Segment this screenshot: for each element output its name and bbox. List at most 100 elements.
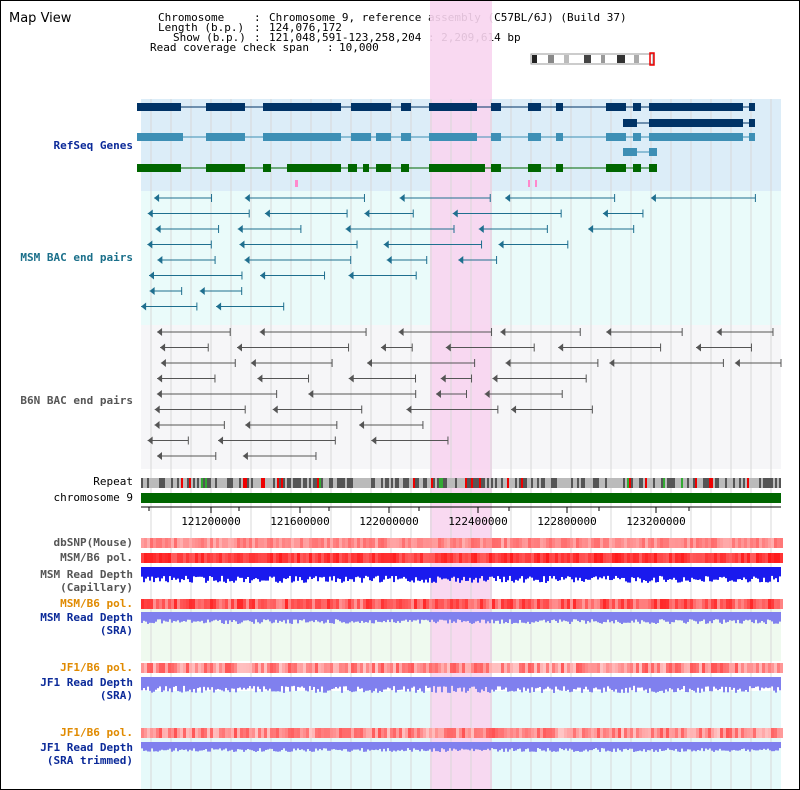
gene-exon[interactable] [376,133,391,141]
bac-end[interactable] [399,194,405,202]
bac-end[interactable] [245,421,251,429]
bac-end[interactable] [609,359,615,367]
gene-exon[interactable] [351,133,371,141]
bac-end[interactable] [511,405,517,414]
bac-end[interactable] [734,359,740,367]
bac-end[interactable] [154,405,160,414]
bac-end[interactable] [484,390,490,398]
bac-end[interactable] [398,328,404,336]
bac-end[interactable] [260,271,266,280]
gene-exon[interactable] [633,164,641,172]
gene-marker[interactable] [528,180,530,187]
gene-exon[interactable] [137,133,183,141]
gene-exon[interactable] [606,133,626,141]
bac-end[interactable] [147,436,153,445]
gene-marker[interactable] [295,180,298,187]
gene-exon[interactable] [491,164,501,172]
bac-end[interactable] [440,374,446,383]
gene-exon[interactable] [633,103,641,111]
bac-end[interactable] [435,390,441,398]
bac-end[interactable] [141,302,147,311]
gene-exon[interactable] [556,103,563,111]
bac-end[interactable] [216,302,222,311]
gene-exon[interactable] [137,103,181,111]
bac-end[interactable] [606,328,612,336]
bac-end[interactable] [157,256,163,264]
bac-end[interactable] [458,256,464,264]
bac-end[interactable] [244,256,250,264]
refseq-genes-track[interactable] [137,103,755,187]
bac-end[interactable] [155,225,161,233]
bac-end[interactable] [308,390,314,398]
bac-end[interactable] [406,405,412,414]
bac-end[interactable] [154,194,160,202]
bac-end[interactable] [244,194,250,202]
bac-end[interactable] [492,374,498,383]
bac-end[interactable] [696,343,702,352]
bac-end[interactable] [386,256,392,264]
gene-exon[interactable] [429,103,477,111]
gene-exon[interactable] [401,103,411,111]
bac-end[interactable] [602,209,608,218]
bac-end[interactable] [500,328,506,336]
bac-end[interactable] [157,452,163,460]
gene-exon[interactable] [528,133,541,141]
gene-exon[interactable] [606,164,626,172]
bac-end[interactable] [478,225,484,233]
bac-end[interactable] [250,359,256,367]
bac-end[interactable] [348,271,354,280]
bac-end[interactable] [498,240,504,249]
bac-end[interactable] [364,209,370,218]
bac-end[interactable] [148,271,154,280]
bac-end[interactable] [505,194,511,202]
gene-exon[interactable] [206,133,245,141]
gene-exon[interactable] [556,133,563,141]
bac-end[interactable] [359,421,365,429]
bac-end[interactable] [157,374,163,383]
bac-end[interactable] [218,436,224,445]
bac-end[interactable] [149,287,155,295]
gene-exon[interactable] [351,103,391,111]
bac-end[interactable] [259,328,265,336]
bac-end[interactable] [558,343,564,352]
gene-exon[interactable] [528,103,541,111]
gene-exon[interactable] [363,164,369,172]
gene-exon[interactable] [623,148,637,156]
b6n-bac-track[interactable] [147,328,782,460]
bac-end[interactable] [371,436,377,445]
bac-end[interactable] [160,359,166,367]
gene-exon[interactable] [556,164,563,172]
bac-end[interactable] [383,240,389,249]
gene-exon[interactable] [749,133,755,141]
bac-end[interactable] [157,328,163,336]
bac-end[interactable] [272,405,278,414]
bac-end[interactable] [160,343,166,352]
gene-exon[interactable] [606,103,626,111]
chromosome-ideogram[interactable] [530,52,655,66]
gene-exon[interactable] [491,133,501,141]
gene-exon[interactable] [348,164,357,172]
bac-end[interactable] [505,359,511,367]
gene-exon[interactable] [401,133,411,141]
gene-exon[interactable] [633,133,641,141]
bac-end[interactable] [264,209,270,218]
bac-end[interactable] [348,374,354,383]
bac-end[interactable] [345,225,351,233]
bac-end[interactable] [452,209,458,218]
bac-end[interactable] [237,225,243,233]
bac-end[interactable] [257,374,263,383]
gene-exon[interactable] [491,103,501,111]
gene-exon[interactable] [263,103,341,111]
gene-exon[interactable] [263,133,341,141]
bac-end[interactable] [445,343,451,352]
gene-exon[interactable] [429,133,477,141]
gene-exon[interactable] [206,164,245,172]
gene-marker[interactable] [535,180,537,187]
gene-exon[interactable] [287,164,341,172]
bac-end[interactable] [242,452,248,460]
bac-end[interactable] [367,359,373,367]
bac-end[interactable] [154,421,160,429]
gene-exon[interactable] [206,103,245,111]
bac-end[interactable] [236,343,242,352]
